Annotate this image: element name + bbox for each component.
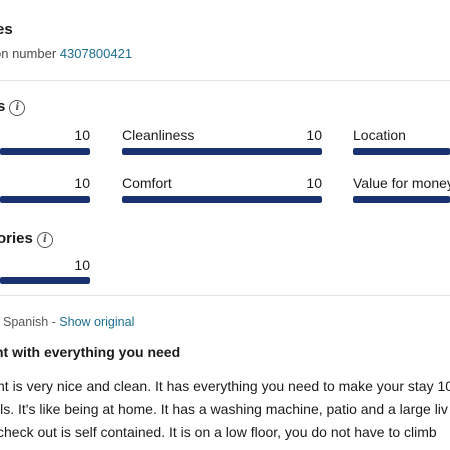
- review-text-line: nt is very nice and clean. It has everyt…: [0, 378, 450, 394]
- score-bar-fill: [122, 148, 322, 155]
- show-original-link[interactable]: Show original: [59, 315, 135, 329]
- review-text-line: ils. It's like being at home. It has a w…: [0, 401, 448, 417]
- translated-language: Spanish: [3, 315, 49, 329]
- score-value: 10: [74, 175, 90, 191]
- divider: [0, 80, 450, 81]
- score-bar-fill: [122, 196, 322, 203]
- subscore-value: 10: [74, 257, 90, 273]
- score-label: Cleanliness: [122, 127, 195, 143]
- property-title: es: [0, 21, 13, 38]
- subscore-bar-fill: [0, 277, 90, 284]
- review-title: nt with everything you need: [0, 344, 181, 360]
- score-label: Comfort: [122, 175, 172, 191]
- translation-note: Spanish - Show original: [3, 315, 134, 329]
- score-bar: [122, 196, 322, 203]
- subscore-bar: [0, 277, 90, 284]
- score-bar-fill: [353, 196, 450, 203]
- score-value: 10: [74, 127, 90, 143]
- confirmation-label: on number: [0, 46, 57, 61]
- divider: [0, 295, 450, 296]
- score-label: Location: [353, 127, 406, 143]
- confirmation-number-link[interactable]: 4307800421: [59, 46, 133, 61]
- info-icon[interactable]: i: [36, 232, 53, 248]
- confirmation-line: on number 4307800421: [0, 46, 132, 61]
- separator: -: [48, 315, 60, 329]
- score-value: 10: [306, 175, 322, 191]
- score-value: 10: [306, 127, 322, 143]
- score-bar: [122, 148, 322, 155]
- subcategories-heading: ories i: [0, 230, 53, 248]
- score-bar: [0, 148, 90, 155]
- score-bar: [0, 196, 90, 203]
- score-bar-fill: [0, 196, 90, 203]
- info-icon[interactable]: i: [9, 100, 26, 116]
- score-label: Value for money: [353, 175, 450, 191]
- score-bar-fill: [353, 148, 450, 155]
- score-bar: [353, 196, 450, 203]
- review-text-line: check out is self contained. It is on a …: [0, 424, 437, 440]
- score-bar-fill: [0, 148, 90, 155]
- score-bar: [353, 148, 450, 155]
